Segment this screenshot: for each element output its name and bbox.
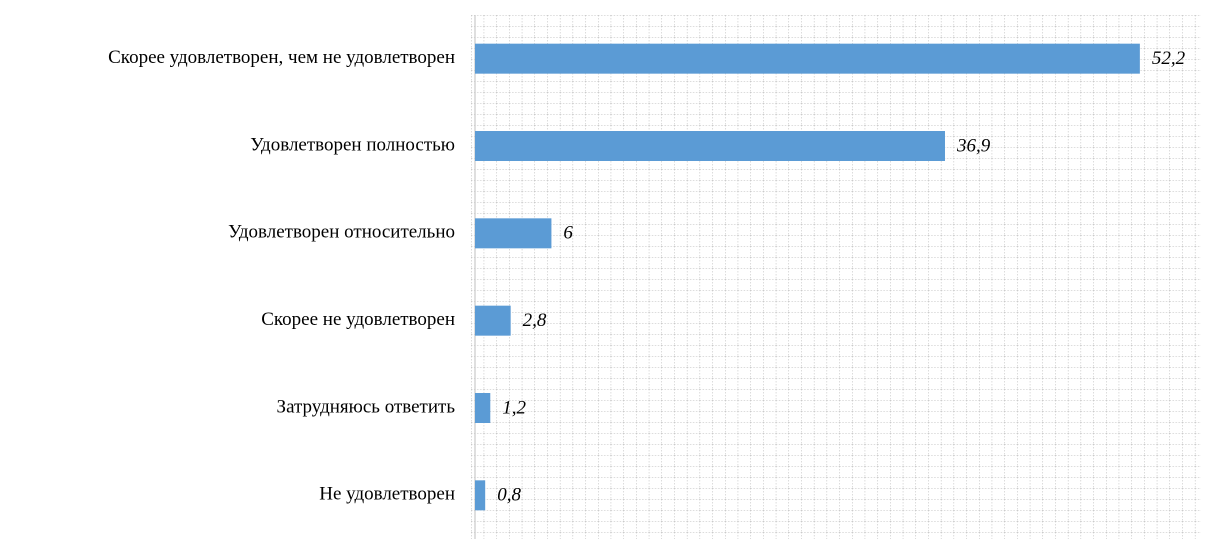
bar bbox=[475, 305, 511, 336]
data-label: 52,2 bbox=[1152, 48, 1186, 69]
bar bbox=[475, 43, 1140, 74]
data-label: 36,9 bbox=[956, 135, 991, 156]
category-label: Скорее не удовлетворен bbox=[261, 309, 455, 330]
bar bbox=[475, 218, 552, 249]
category-label: Затрудняюсь ответить bbox=[277, 396, 456, 417]
data-label: 6 bbox=[563, 223, 573, 244]
bar bbox=[475, 480, 486, 511]
grid-background bbox=[471, 15, 1201, 539]
category-label: Скорее удовлетворен, чем не удовлетворен bbox=[108, 47, 455, 68]
bar bbox=[475, 131, 945, 161]
data-label: 1,2 bbox=[502, 397, 526, 418]
category-label: Удовлетворен полностью bbox=[250, 134, 455, 155]
bar bbox=[475, 393, 491, 423]
data-label: 0,8 bbox=[497, 485, 521, 506]
category-label: Не удовлетворен bbox=[319, 484, 455, 505]
data-label: 2,8 bbox=[523, 310, 547, 331]
category-label: Удовлетворен относительно bbox=[228, 222, 455, 243]
